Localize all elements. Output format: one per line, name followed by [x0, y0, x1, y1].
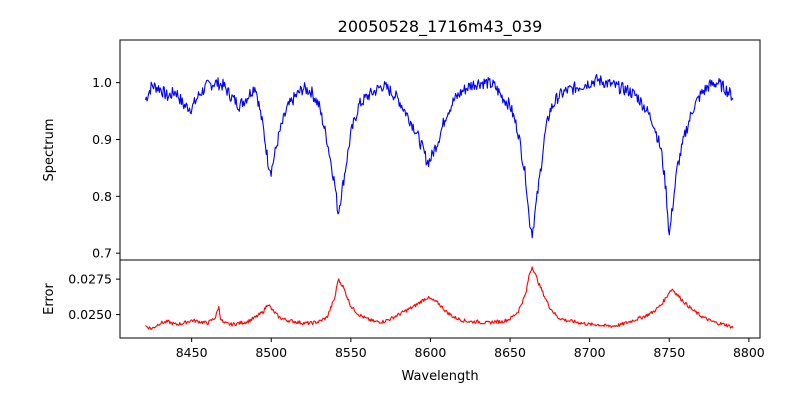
spectrum-ticks: 0.7 0.8 0.9 1.0: [92, 75, 750, 264]
error-axes-frame: [119, 259, 761, 339]
error-xtick-label: 8800: [733, 345, 765, 360]
error-ytick-label: 0.0275: [68, 272, 112, 287]
spectrum-series-line-0: [144, 73, 734, 239]
error-xtick-label: 8500: [255, 345, 287, 360]
error-xtick-label: 8650: [494, 345, 526, 360]
error-xtick-label: 8700: [574, 345, 606, 360]
error-xtick-label: 8600: [415, 345, 447, 360]
error-ticks: 0.0250 0.0275 8450 8500 8550 8600 8650 8700 8750…: [68, 272, 765, 360]
spectrum-ytick-label: 0.7: [92, 246, 112, 261]
spectrum-ylabel: Spectrum: [42, 119, 57, 182]
spectrum-ytick-label: 0.9: [92, 132, 112, 147]
spectrum-ytick-label: 1.0: [92, 75, 112, 90]
chart-title: 20050528_1716m43_039: [338, 17, 543, 37]
error-plot-area: [120, 260, 760, 338]
error-xtick-label: 8750: [653, 345, 685, 360]
error-ytick-label: 0.0250: [68, 307, 112, 322]
error-xlabel: Wavelength: [401, 369, 478, 384]
spectrum-panel: 0.7 0.8 0.9 1.0 Spectrum: [42, 39, 761, 264]
error-series-group: [145, 266, 734, 330]
error-panel: 0.0250 0.0275 8450 8500 8550 8600 8650 8700 8750…: [42, 259, 765, 384]
spectrum-ytick-label: 0.8: [92, 189, 112, 204]
spectrum-series-group: [144, 73, 734, 239]
error-xtick-label: 8550: [335, 345, 367, 360]
error-series-line-0: [145, 266, 734, 330]
error-xtick-label: 8450: [176, 345, 208, 360]
spectrum-plot-area: [120, 40, 760, 260]
error-ylabel: Error: [42, 283, 57, 315]
